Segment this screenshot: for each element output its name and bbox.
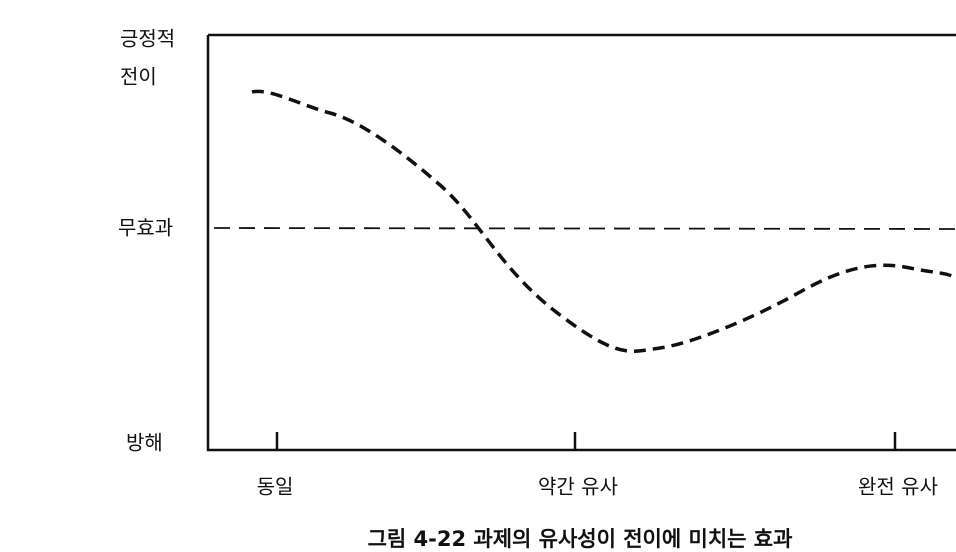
y-label-top: 전이 [120,65,157,89]
y-label-top: 긍정적 [120,27,175,51]
x-label: 동일 [257,475,294,499]
x-label: 약간 유사 [538,475,618,499]
frame [206,33,956,452]
y-label-bottom: 방해 [126,431,163,455]
caption: 그림 4-22 과제의 유사성이 전이에 미치는 효과 [368,527,793,551]
transfer-curve [251,89,956,353]
y-label-middle: 무효과 [118,216,173,240]
x-label: 완전 유사 [858,475,938,499]
no-effect-line [213,227,956,230]
